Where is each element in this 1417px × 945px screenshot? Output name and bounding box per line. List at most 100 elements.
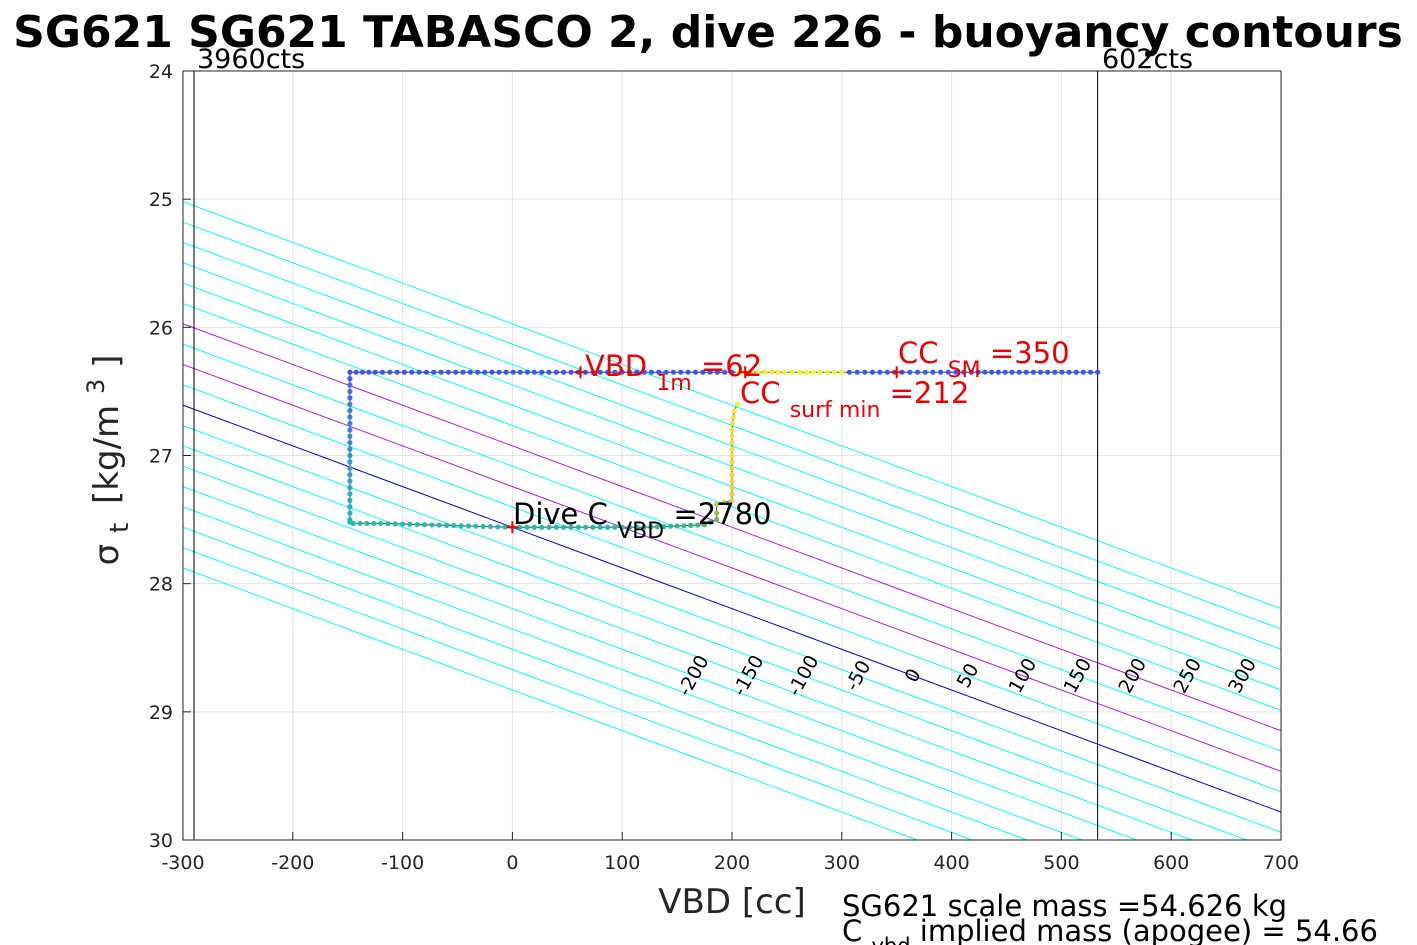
contour-line [183,302,1281,711]
annotation-cc-sm-value: =350 [990,336,1070,370]
trajectory-point [487,524,494,530]
trajectory-point [347,465,353,471]
x-tick-label: -100 [381,852,424,874]
annotation-vbd-1m: VBD 1m =62 [585,349,762,397]
trajectory-point [945,369,951,375]
trajectory-point [714,369,720,375]
key-markers [506,366,903,534]
trajectory-point [604,369,611,375]
trajectory-point [350,520,356,527]
y-tick-label: 24 [149,61,173,83]
contour-line [183,404,1281,813]
y-tick-label: 27 [149,446,173,468]
contour-line [183,506,1082,840]
trajectory-point [989,369,995,375]
trajectory-point [1037,369,1044,375]
trajectory-point [1045,369,1051,375]
trajectory-point [749,369,755,375]
vline-label-left: 3960cts [197,44,305,75]
footer-scale-mass: SG621 scale mass =54.626 kg [842,889,1287,923]
trajectory-point [804,369,810,375]
contour-line [183,526,1028,840]
contour-line [183,323,1281,732]
trajectory-point [707,369,713,375]
y-tick-label: 25 [149,189,173,211]
y-axis-label-sigma: σ [87,544,127,566]
x-tick-label: 500 [1043,852,1079,874]
trajectory-point [539,369,545,375]
trajectory-point [700,369,706,375]
trajectory-point [678,369,684,375]
trajectory-point [714,516,720,523]
trajectory-point [553,369,559,375]
trajectory-point [782,369,788,375]
trajectory-point [654,524,660,530]
contour-line [183,201,1281,610]
trajectory-point [510,369,516,375]
trajectory-point [626,524,633,530]
trajectory-point [517,524,523,530]
contour-line [183,445,1247,840]
trajectory-point [590,524,596,530]
vbd-limit-lines [193,71,1099,840]
trajectory-point [372,369,378,375]
contour-line [183,425,1281,833]
trajectory-point [674,523,680,529]
trajectory-point [714,501,720,507]
trajectory-point [414,521,420,528]
x-tick-label: 200 [714,852,750,874]
trajectory-point [619,524,625,530]
trajectory-point [1023,369,1029,375]
trajectory-point [482,369,488,375]
trajectory-point [431,369,437,375]
trajectory-point [524,369,530,375]
trajectory-point [797,369,803,375]
trajectory-point [583,524,589,530]
trajectory-point [656,369,662,375]
annotation-cc-surf-value: =212 [890,376,970,410]
trajectory-point [1066,369,1072,375]
trajectory-point [597,524,603,530]
trajectory-point [347,497,353,503]
trajectory-point [1030,369,1037,375]
trajectory-point [359,369,366,375]
trajectory-point [729,491,735,497]
trajectory-point [688,522,694,528]
trajectory-point [347,414,353,420]
trajectory-point [729,446,735,452]
annotation-vbd-1m-main: VBD [585,349,647,383]
trajectory-point [475,369,481,375]
chart-title: SG621 SG621 TABASCO 2, dive 226 - buoyan… [13,7,1403,58]
trajectory-point [938,369,944,375]
y-tick-label: 26 [149,317,173,339]
footer-implied-sub: vbd [871,934,910,945]
trajectory-point [612,369,618,375]
trajectory-point [539,524,545,530]
y-tick-label: 30 [149,830,173,852]
annotation-cc-sm: CC SM =350 [898,336,1070,384]
trajectory-point [846,369,853,375]
trajectory-point [995,369,1002,375]
trajectory-point [503,369,509,375]
contour-line [183,262,1281,671]
trajectory-point [634,524,640,530]
trajectory-point [347,491,353,497]
trajectory-point [353,369,359,375]
trajectory-point [729,497,735,503]
trajectory-point [1009,369,1015,375]
trajectory-point [722,369,728,375]
trajectory-point [495,524,501,530]
trajectory-point [496,369,502,375]
trajectory-point [1087,369,1094,375]
trajectory-point [961,369,967,375]
trajectory-point [729,472,735,478]
trajectory-point [1095,369,1101,375]
y-axis-label-unit: [kg/m [87,405,127,504]
trajectory-point [467,369,473,375]
trajectory-point [831,369,838,375]
trajectory-point [423,369,429,375]
trajectory-point [347,376,353,382]
x-tick-label: -200 [271,852,314,874]
trajectory-point [854,369,860,375]
